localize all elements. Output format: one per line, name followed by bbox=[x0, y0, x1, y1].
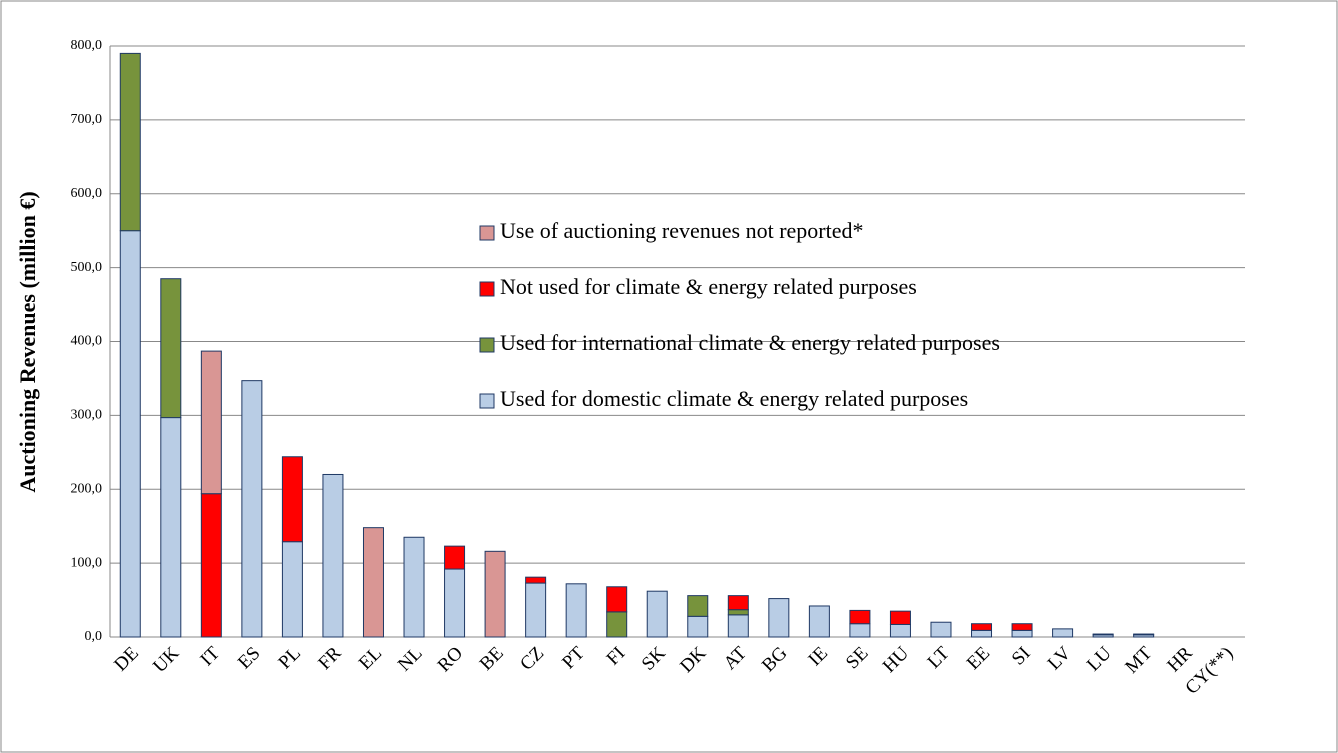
bar-segment bbox=[727, 595, 749, 611]
bar-segment bbox=[281, 541, 303, 638]
bar-segment bbox=[525, 582, 547, 638]
legend-label: Used for international climate & energy … bbox=[500, 330, 1000, 355]
bar-segment bbox=[687, 615, 709, 638]
bar-segment bbox=[1052, 628, 1074, 638]
bar-segment bbox=[200, 350, 222, 495]
bar-segment bbox=[889, 623, 911, 638]
bar-segment bbox=[606, 611, 628, 638]
bar-segment bbox=[1011, 629, 1033, 638]
bar-segment bbox=[565, 583, 587, 638]
bar-segment bbox=[200, 493, 222, 638]
bar-segment bbox=[889, 610, 911, 625]
bar-segment bbox=[971, 623, 993, 631]
y-tick-label: 100,0 bbox=[71, 555, 103, 570]
bar-segment bbox=[849, 609, 871, 625]
bar-segment bbox=[403, 536, 425, 638]
bar-segment bbox=[119, 52, 141, 232]
bar-segment bbox=[160, 417, 182, 638]
legend-swatch bbox=[479, 337, 495, 353]
legend-swatch bbox=[479, 281, 495, 297]
bar-segment bbox=[768, 598, 790, 638]
bar-segment bbox=[525, 576, 547, 584]
bar-segment bbox=[849, 623, 871, 638]
bar-segment bbox=[646, 590, 668, 638]
y-tick-label: 400,0 bbox=[71, 334, 103, 349]
y-tick-label: 500,0 bbox=[71, 260, 103, 275]
y-axis-label: Auctioning Revenues (million €) bbox=[15, 191, 40, 492]
legend-swatch bbox=[479, 225, 495, 241]
legend-label: Use of auctioning revenues not reported* bbox=[500, 218, 864, 243]
bar-segment bbox=[971, 629, 993, 638]
bar-segment bbox=[606, 586, 628, 613]
y-tick-label: 0,0 bbox=[85, 629, 103, 644]
legend-label: Used for domestic climate & energy relat… bbox=[500, 386, 968, 411]
bar-segment bbox=[241, 380, 263, 638]
y-tick-label: 600,0 bbox=[71, 186, 103, 201]
bar-segment bbox=[727, 609, 749, 616]
bar-segment bbox=[160, 278, 182, 419]
bar-segment bbox=[930, 621, 952, 638]
y-tick-label: 800,0 bbox=[71, 38, 103, 53]
bar-segment bbox=[444, 568, 466, 638]
bar-segment bbox=[1011, 623, 1033, 631]
bar-segment bbox=[119, 230, 141, 638]
y-tick-label: 300,0 bbox=[71, 408, 103, 423]
bar-segment bbox=[1133, 633, 1155, 636]
bar-segment bbox=[687, 595, 709, 617]
bar-segment bbox=[281, 456, 303, 543]
legend-label: Not used for climate & energy related pu… bbox=[500, 274, 917, 299]
bar-segment bbox=[322, 473, 344, 638]
bar-segment bbox=[362, 527, 384, 638]
bar-segment bbox=[444, 545, 466, 570]
bar-segment bbox=[484, 550, 506, 638]
legend-swatch bbox=[479, 393, 495, 409]
bar-segment bbox=[808, 605, 830, 638]
y-tick-label: 200,0 bbox=[71, 481, 103, 496]
y-tick-label: 700,0 bbox=[71, 112, 103, 127]
bar-segment bbox=[1092, 633, 1114, 636]
bar-segment bbox=[727, 614, 749, 638]
